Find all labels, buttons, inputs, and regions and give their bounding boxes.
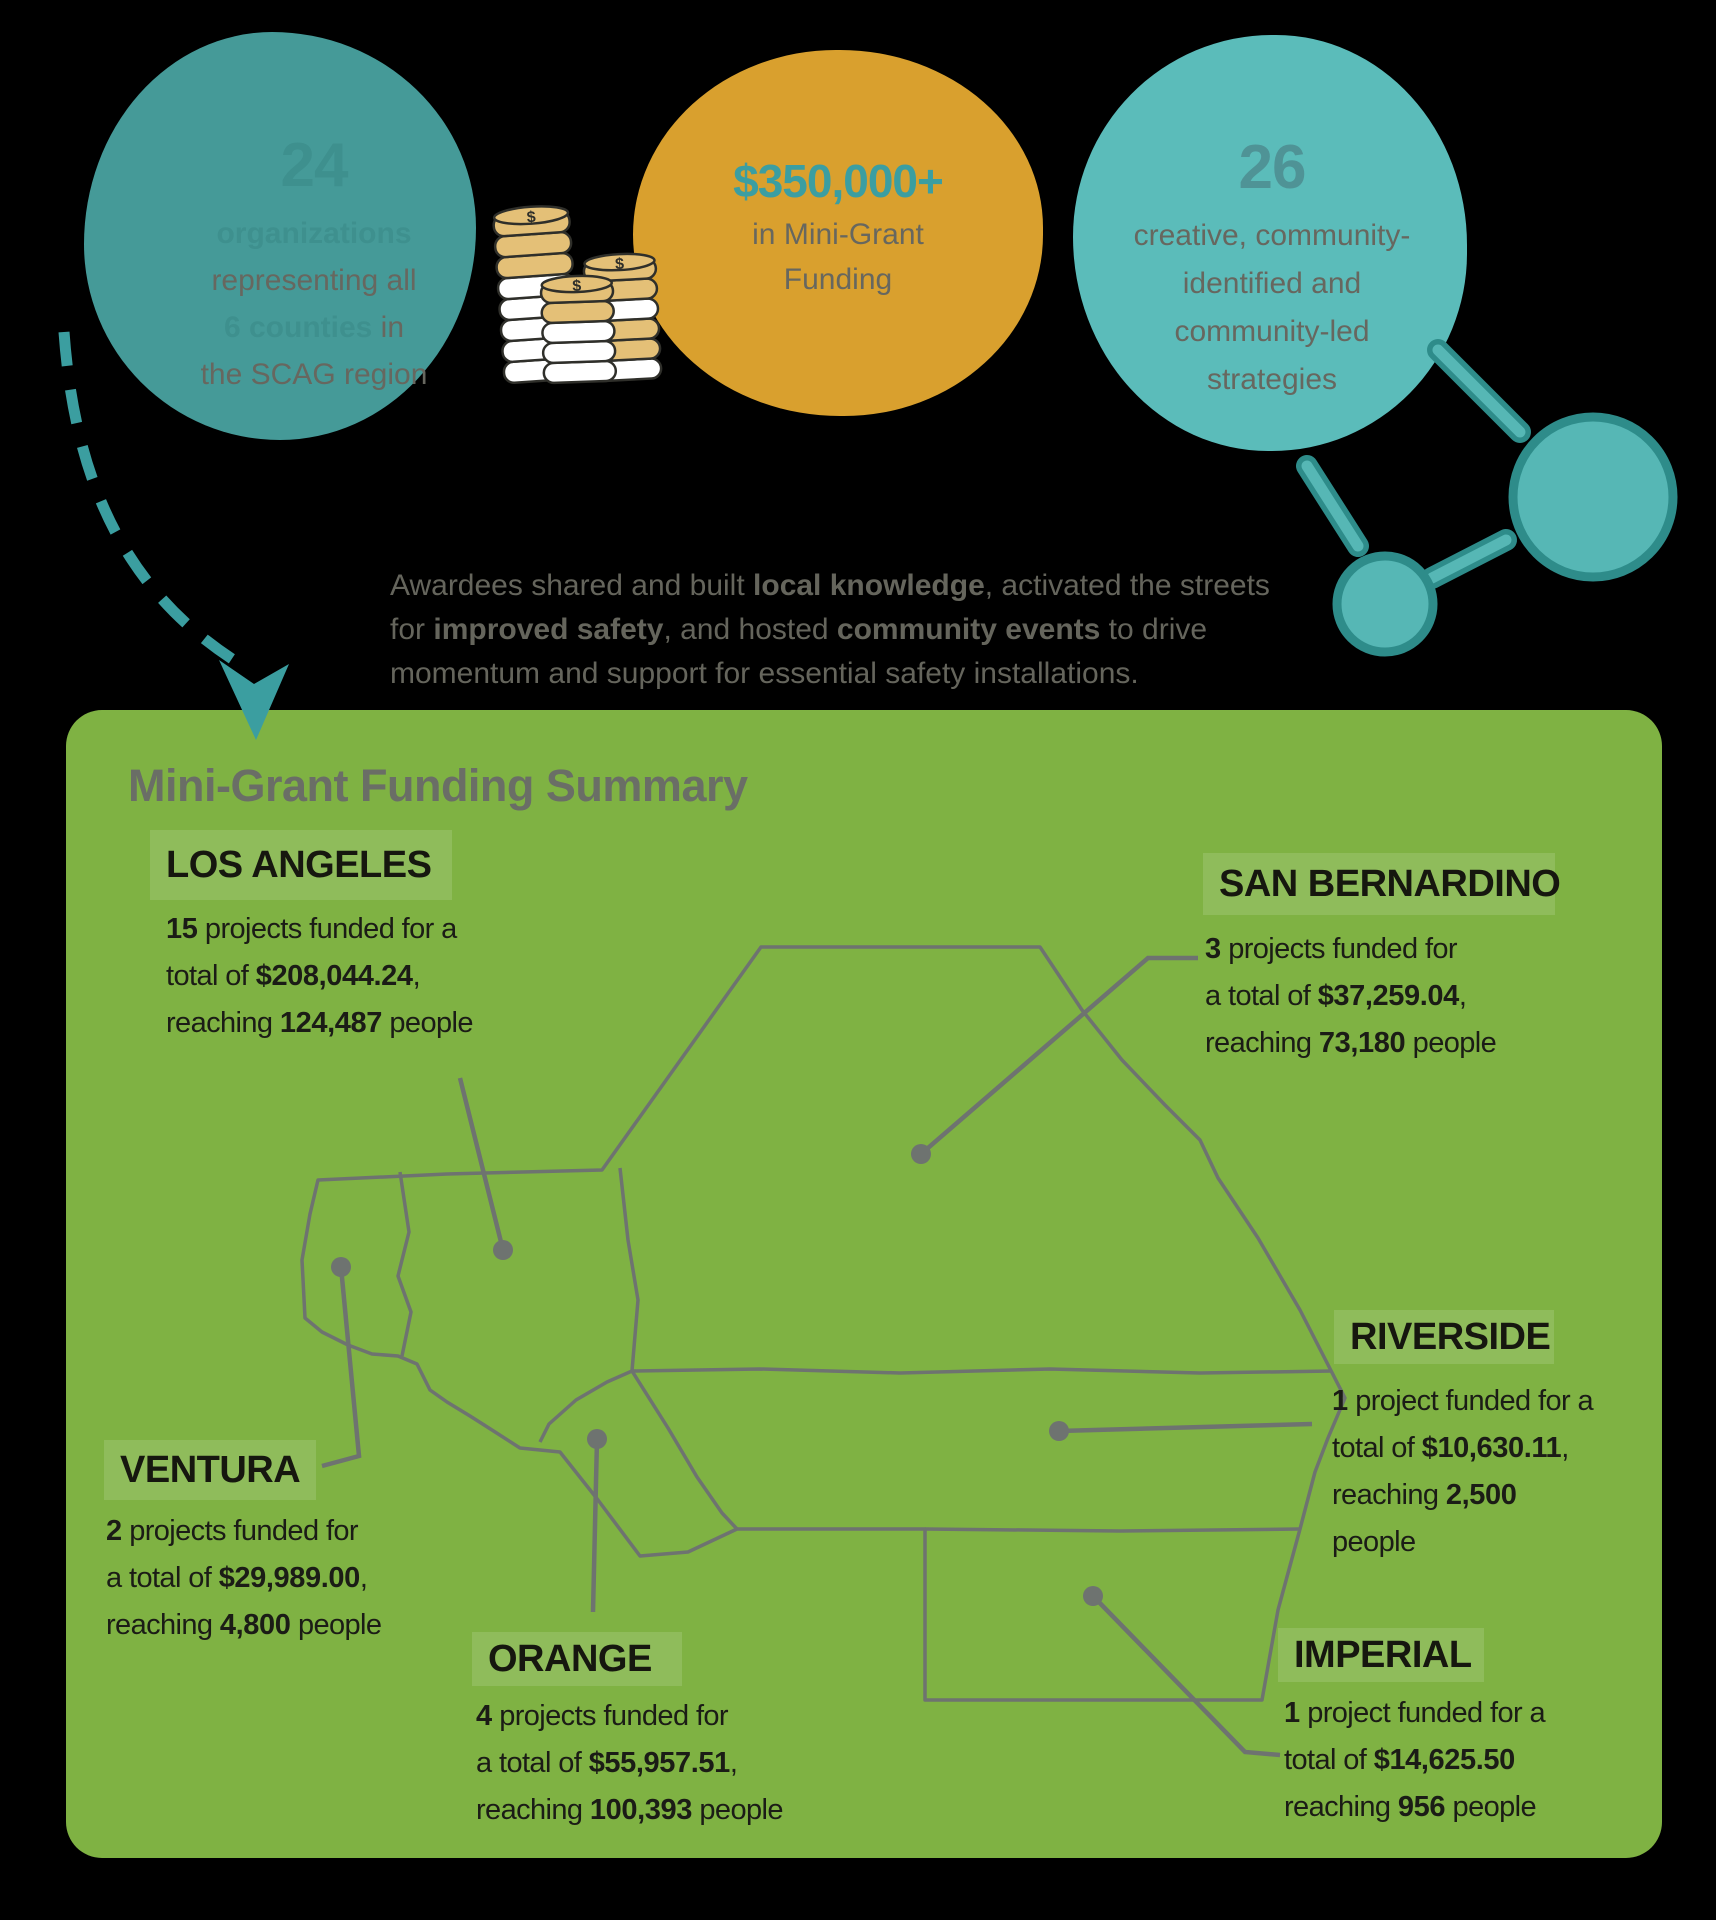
intro-paragraph: Awardees shared and built local knowledg… xyxy=(390,569,1270,690)
funding-stat-circle xyxy=(633,50,1043,416)
county-name-orange: ORANGE xyxy=(488,1637,652,1680)
strategies-caption: creative, community-identified and commun… xyxy=(1133,219,1411,396)
organizations-count: 24 xyxy=(280,131,349,200)
panel-title: Mini-Grant Funding Summary xyxy=(128,760,748,811)
funding-stat-text: $350,000+ in Mini-Grant Funding xyxy=(638,150,1038,302)
county-heading-ventura: VENTURA xyxy=(104,1440,316,1500)
strategies-stat-circle xyxy=(1073,35,1467,451)
county-heading-imperial: IMPERIAL xyxy=(1278,1628,1484,1682)
county-name-imperial: IMPERIAL xyxy=(1294,1633,1472,1676)
county-heading-los-angeles: LOS ANGELES xyxy=(150,830,452,900)
strategies-count: 26 xyxy=(1238,133,1307,202)
dollar-sign-icon: $ xyxy=(572,278,582,295)
county-heading-san-bernardino: SAN BERNARDINO xyxy=(1203,853,1561,915)
county-heading-riverside: RIVERSIDE xyxy=(1334,1310,1554,1364)
strategies-stat-text: 26 creative, community-identified and com… xyxy=(1072,124,1472,404)
county-name-riverside: RIVERSIDE xyxy=(1350,1315,1551,1358)
organizations-caption: organizations representing all 6 counties … xyxy=(200,217,428,391)
funding-caption: in Mini-Grant Funding xyxy=(752,218,924,296)
dollar-sign-icon: $ xyxy=(526,209,536,227)
county-stats-san-bernardino: 3 projects funded for a total of $37,259.… xyxy=(1205,933,1497,1059)
funding-amount: $350,000+ xyxy=(733,155,944,207)
county-heading-orange: ORANGE xyxy=(472,1632,682,1686)
county-stats-ventura: 2 projects funded for a total of $29,989.… xyxy=(106,1515,382,1641)
county-stats-riverside: 1 project funded for a total of $10,630.1… xyxy=(1332,1385,1594,1558)
county-name-los-angeles: LOS ANGELES xyxy=(166,843,432,886)
county-name-ventura: VENTURA xyxy=(120,1448,301,1491)
organizations-stat-text: 24 organizations representing all 6 counti… xyxy=(114,122,514,398)
county-stats-orange: 4 projects funded for a total of $55,957.… xyxy=(476,1700,783,1826)
county-stats-los-angeles: 15 projects funded for a total of $208,04… xyxy=(166,913,473,1039)
county-stats-imperial: 1 project funded for a total of $14,625.5… xyxy=(1284,1697,1546,1823)
dollar-sign-icon: $ xyxy=(615,256,625,273)
county-name-san-bernardino: SAN BERNARDINO xyxy=(1219,862,1561,905)
